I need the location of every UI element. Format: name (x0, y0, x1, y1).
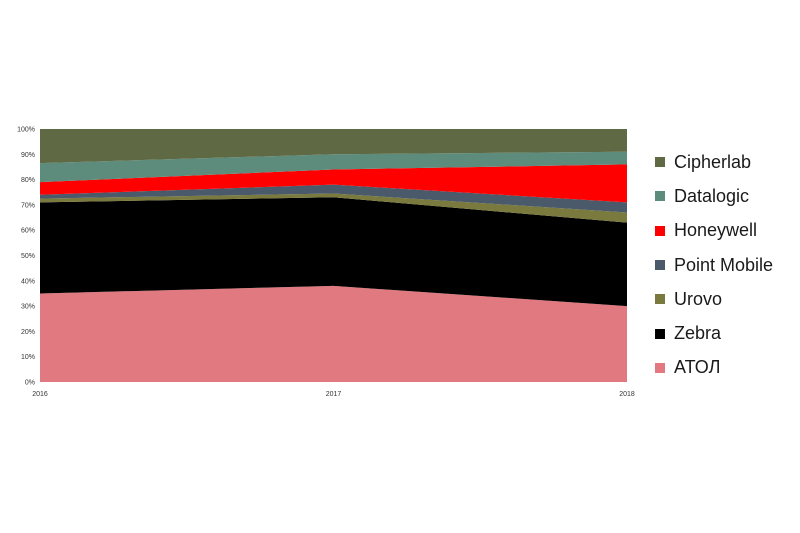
area-атол (40, 285, 627, 382)
x-tick-label: 2017 (326, 391, 342, 398)
legend-swatch (655, 157, 665, 168)
legend-label: Datalogic (674, 185, 750, 206)
legend-item: Cipherlab (655, 145, 773, 179)
legend-swatch (655, 225, 665, 236)
y-tick-label: 30% (21, 304, 35, 311)
y-tick-label: 80% (21, 177, 35, 184)
legend: Cipherlab Datalogic Honeywell Point Mobile U… (655, 145, 773, 385)
area-series-group (40, 129, 627, 382)
legend-item: Datalogic (655, 179, 773, 213)
legend-label: Point Mobile (674, 254, 774, 275)
legend-swatch (655, 294, 665, 305)
x-tick-label: 2016 (32, 391, 48, 398)
x-axis: 2016 2017 2018 (32, 391, 635, 398)
area-datalogic (40, 151, 627, 183)
legend-swatch (655, 328, 665, 339)
legend-swatch (655, 191, 665, 202)
area-zebra (40, 197, 627, 307)
legend-swatch (655, 362, 665, 373)
area-point-mobile (40, 184, 627, 213)
legend-swatch (655, 260, 665, 271)
legend-item: АТОЛ (655, 351, 773, 385)
legend-item: Honeywell (655, 214, 773, 248)
y-tick-label: 0% (25, 380, 35, 387)
y-tick-label: 50% (21, 253, 35, 260)
y-tick-label: 10% (21, 354, 35, 361)
legend-label: Cipherlab (674, 151, 752, 172)
area-cipherlab (40, 129, 627, 164)
legend-label: Zebra (674, 323, 722, 344)
y-axis: 0% 10% 20% 30% 40% 50% 60% 70% 80% 90% 100% (17, 127, 35, 387)
area-honeywell (40, 164, 627, 203)
y-tick-label: 90% (21, 152, 35, 159)
x-tick-label: 2018 (619, 391, 635, 398)
y-tick-label: 60% (21, 228, 35, 235)
y-tick-label: 20% (21, 329, 35, 336)
legend-item: Point Mobile (655, 248, 773, 282)
area-urovo (40, 193, 627, 223)
legend-label: Honeywell (674, 220, 758, 241)
y-tick-label: 70% (21, 202, 35, 209)
legend-item: Zebra (655, 316, 773, 350)
legend-item: Urovo (655, 282, 773, 316)
y-tick-label: 100% (17, 127, 35, 134)
legend-label: Urovo (674, 288, 723, 309)
y-tick-label: 40% (21, 278, 35, 285)
legend-label: АТОЛ (674, 357, 721, 378)
